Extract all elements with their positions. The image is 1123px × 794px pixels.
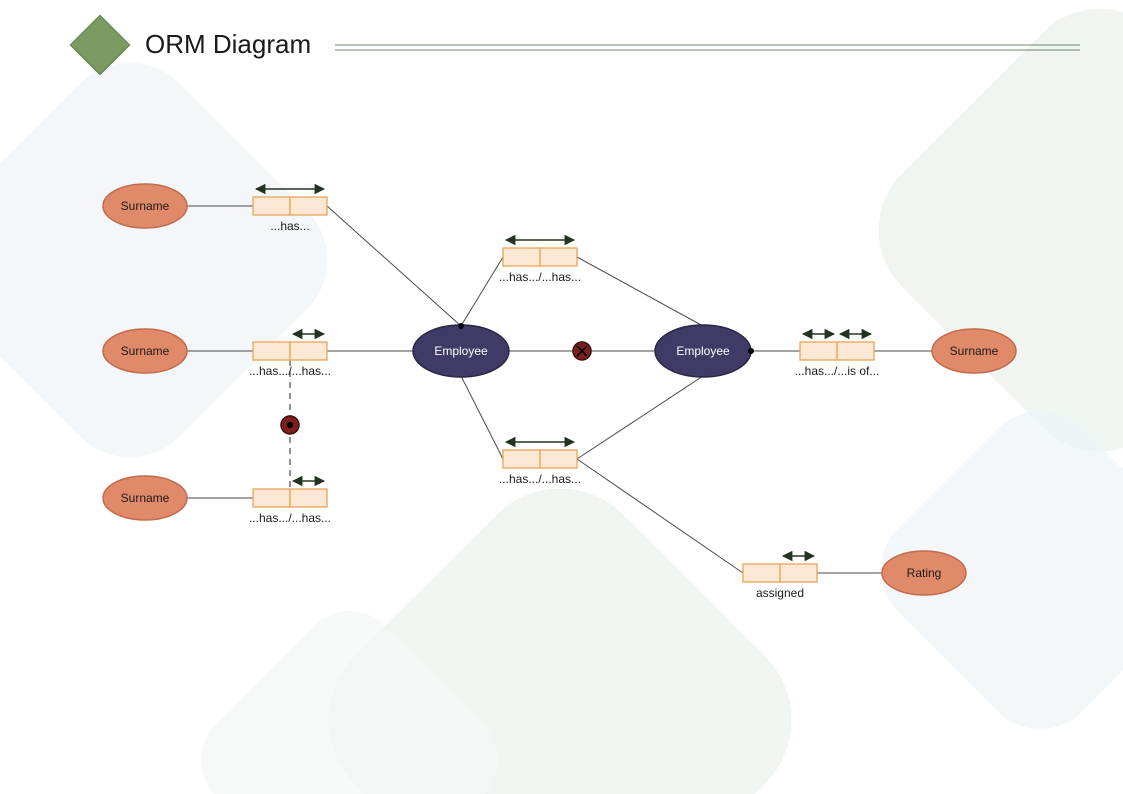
constraint-mandatory xyxy=(281,416,299,434)
role-label: ...has.../...has... xyxy=(499,472,581,486)
role-label: ...has.../...is of... xyxy=(795,364,880,378)
entity-surname2: Surname xyxy=(103,329,187,373)
entity-label: Surname xyxy=(121,491,170,505)
entity-employee1: Employee xyxy=(413,325,509,377)
role-label: assigned xyxy=(756,586,804,600)
entity-label: Surname xyxy=(121,199,170,213)
entity-employee2: Employee xyxy=(655,325,751,377)
page-title: ORM Diagram xyxy=(145,29,311,59)
constraint-exclusive xyxy=(573,342,591,360)
entity-rating: Rating xyxy=(882,551,966,595)
entity-label: Surname xyxy=(950,344,999,358)
entity-surname3: Surname xyxy=(103,476,187,520)
role-label: ...has.../...has... xyxy=(499,270,581,284)
mandatory-dot xyxy=(748,348,754,354)
orm-diagram-canvas: ORM Diagram ...has... ...has.../...has....… xyxy=(0,0,1123,794)
role-label: ...has.../...has... xyxy=(249,511,331,525)
role-label: ...has... xyxy=(270,219,309,233)
entity-surname1: Surname xyxy=(103,184,187,228)
entity-surname4: Surname xyxy=(932,329,1016,373)
entity-label: Employee xyxy=(676,344,730,358)
entity-label: Rating xyxy=(907,566,942,580)
bg-wash xyxy=(0,0,1123,794)
entity-label: Employee xyxy=(434,344,488,358)
entity-label: Surname xyxy=(121,344,170,358)
mandatory-dot xyxy=(458,323,464,329)
role-label: ...has.../...has... xyxy=(249,364,331,378)
